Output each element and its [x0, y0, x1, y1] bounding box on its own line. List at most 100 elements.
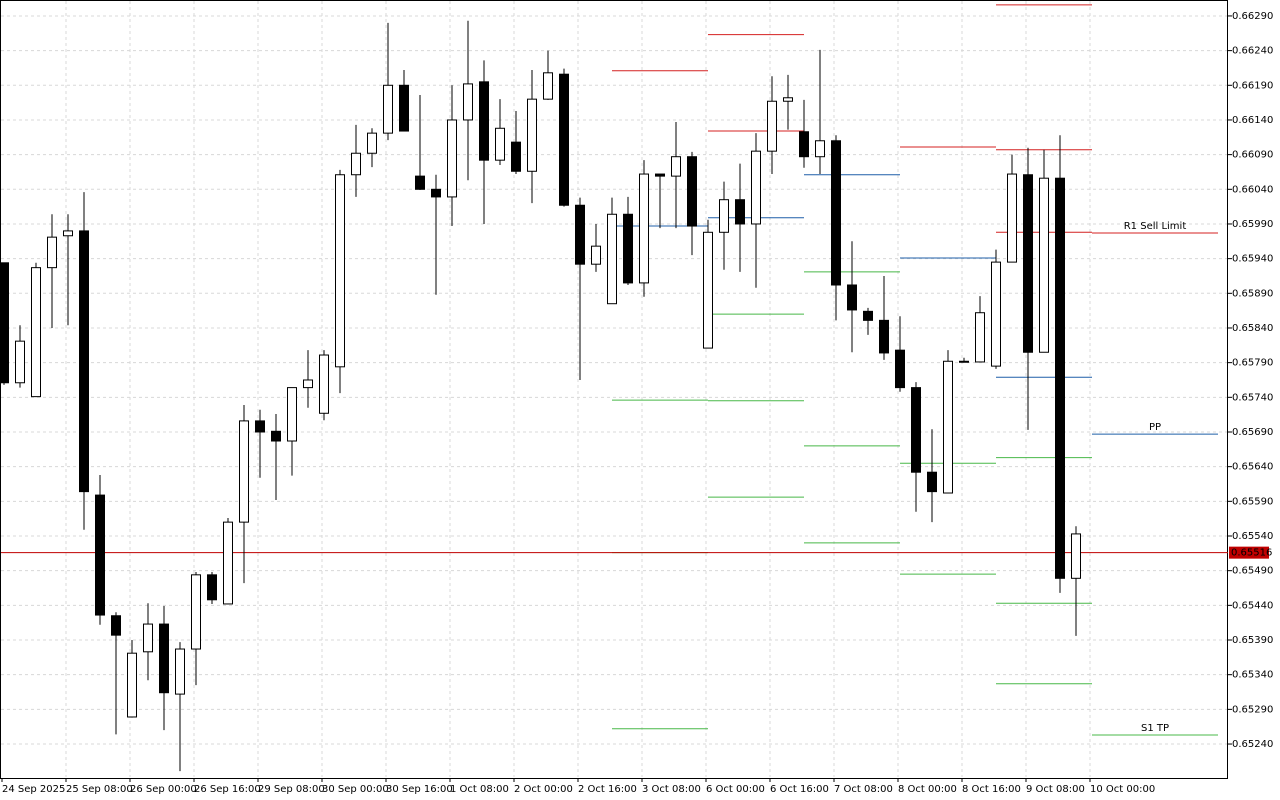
candle-body	[223, 521, 233, 605]
candle-body	[1071, 533, 1081, 579]
x-tick-label: 24 Sep 2025	[2, 784, 65, 795]
candle-body	[975, 312, 985, 363]
candle-body	[287, 387, 297, 442]
candle-body	[1039, 177, 1049, 353]
candle-body	[383, 84, 393, 134]
candle-body	[959, 360, 969, 363]
candle-body	[559, 73, 569, 206]
x-tick-label: 6 Oct 16:00	[770, 784, 829, 795]
x-tick-label: 26 Sep 16:00	[194, 784, 261, 795]
candle-body	[895, 349, 905, 389]
candle-body	[911, 387, 921, 473]
candle-body	[927, 471, 937, 493]
x-tick-label: 8 Oct 16:00	[962, 784, 1021, 795]
candle-body	[79, 230, 89, 493]
y-tick-label: 0.65740	[1232, 392, 1273, 403]
y-tick-label: 0.66090	[1232, 150, 1273, 161]
candle-body	[143, 623, 153, 653]
candle-body	[447, 119, 457, 198]
candle-body	[0, 262, 9, 384]
candle-body	[831, 140, 841, 286]
candle-body	[655, 173, 665, 177]
candle-body	[175, 648, 185, 695]
candle-body	[847, 284, 857, 311]
candle-body	[191, 574, 201, 650]
candle-body	[239, 420, 249, 523]
x-tick-label: 30 Sep 00:00	[322, 784, 389, 795]
y-tick-label: 0.65690	[1232, 427, 1273, 438]
candle-body	[415, 175, 425, 190]
level-label: PP	[1149, 422, 1161, 433]
y-tick-label: 0.65290	[1232, 704, 1273, 715]
candle-body	[815, 140, 825, 158]
candle-body	[607, 213, 617, 305]
candle-body	[319, 354, 329, 414]
candle-body	[159, 623, 169, 694]
candle-body	[879, 319, 889, 354]
y-tick-label: 0.66290	[1232, 11, 1273, 22]
candle-body	[991, 261, 1001, 367]
candle-body	[255, 420, 265, 433]
x-tick-label: 25 Sep 08:00	[66, 784, 133, 795]
candle-body	[351, 152, 361, 176]
candle-body	[495, 127, 505, 161]
x-tick-label: 3 Oct 08:00	[642, 784, 701, 795]
candle-body	[335, 174, 345, 368]
current-price-label: 0.65516	[1231, 548, 1272, 559]
candle-body	[639, 173, 649, 284]
x-tick-label: 2 Oct 16:00	[578, 784, 637, 795]
candle-body	[943, 360, 953, 494]
candle-body	[1055, 177, 1065, 579]
y-tick-label: 0.65240	[1232, 739, 1273, 750]
candle-body	[47, 236, 57, 269]
current-price-tag	[1229, 546, 1269, 559]
y-tick-label: 0.66240	[1232, 46, 1273, 57]
candle-body	[735, 199, 745, 225]
y-tick-label: 0.65340	[1232, 670, 1273, 681]
y-tick-label: 0.65990	[1232, 219, 1273, 230]
x-tick-label: 6 Oct 00:00	[706, 784, 765, 795]
candle-body	[527, 98, 537, 172]
y-tick-label: 0.66190	[1232, 80, 1273, 91]
y-tick-label: 0.65540	[1232, 531, 1273, 542]
y-tick-label: 0.65790	[1232, 358, 1273, 369]
candle-body	[367, 132, 377, 154]
y-tick-label: 0.66140	[1232, 115, 1273, 126]
y-tick-label: 0.66040	[1232, 184, 1273, 195]
level-label: S1 TP	[1141, 723, 1169, 734]
candle-body	[575, 204, 585, 265]
candle-body	[271, 430, 281, 442]
x-tick-label: 26 Sep 00:00	[130, 784, 197, 795]
candle-body	[719, 199, 729, 233]
candle-body	[703, 231, 713, 349]
x-tick-label: 9 Oct 08:00	[1026, 784, 1085, 795]
candle-body	[31, 267, 41, 398]
plot-frame	[0, 0, 1228, 779]
candle-body	[431, 188, 441, 198]
candle-body	[95, 494, 105, 616]
candle-body	[671, 156, 681, 177]
y-tick-label: 0.65940	[1232, 254, 1273, 265]
candle-body	[303, 379, 313, 389]
x-tick-label: 7 Oct 08:00	[834, 784, 893, 795]
candle-body	[623, 213, 633, 284]
x-tick-label: 30 Sep 16:00	[386, 784, 453, 795]
y-tick-label: 0.65390	[1232, 635, 1273, 646]
candle-body	[863, 310, 873, 321]
x-tick-label: 1 Oct 08:00	[450, 784, 509, 795]
candle-body	[127, 652, 137, 718]
y-tick-label: 0.65840	[1232, 323, 1273, 334]
candle-body	[687, 156, 697, 227]
y-tick-label: 0.65890	[1232, 288, 1273, 299]
candle-body	[63, 230, 73, 237]
candle-body	[511, 141, 521, 172]
candle-body	[767, 100, 777, 152]
candle-body	[591, 245, 601, 265]
x-tick-label: 10 Oct 00:00	[1090, 784, 1155, 795]
y-tick-label: 0.65440	[1232, 600, 1273, 611]
y-tick-label: 0.65490	[1232, 566, 1273, 577]
level-label: R1 Sell Limit	[1124, 221, 1187, 232]
candle-body	[1007, 173, 1017, 263]
